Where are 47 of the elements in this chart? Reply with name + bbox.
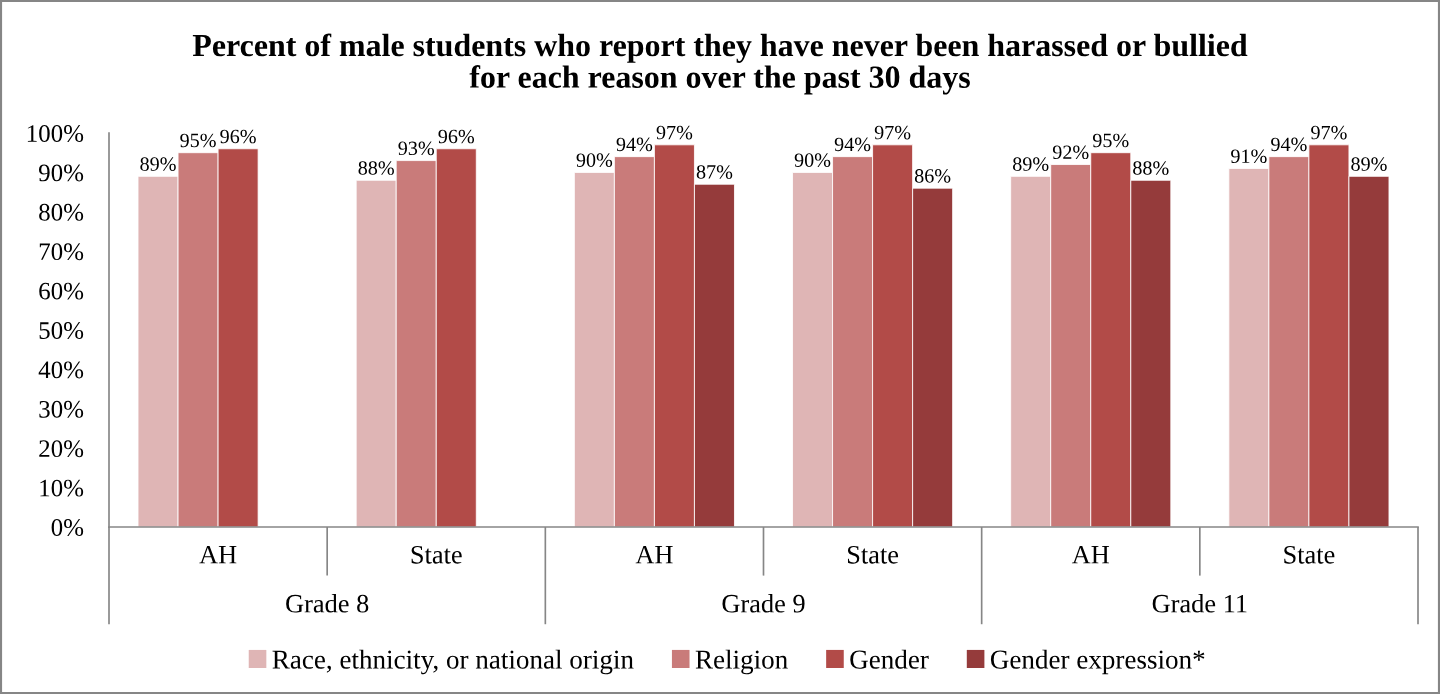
x-tick-label: State [1284,545,1335,564]
data-label: 96% [438,129,475,144]
data-label: 95% [180,133,216,148]
legend-label: Gender [850,649,929,669]
text: Grade 9 [722,594,805,613]
y-tick-label: 70% [39,243,84,261]
x-tick-label: AH [199,545,237,564]
y-tick-label: 0% [51,519,84,536]
data-label: 87% [696,165,733,179]
data-label: 89% [1013,157,1049,171]
data-label: 89% [140,157,176,171]
chart-title: Percent of male students who report they have never been harassed or bullied for each reason over the past 30 days [192,33,1248,95]
data-label: 93% [398,141,434,156]
y-tick-label: 90% [38,164,84,182]
text: Grade 11 [1152,594,1247,613]
y-tick-label: 80% [39,203,84,221]
data-label: 90% [576,153,613,167]
data-label: 90% [794,153,831,167]
data-label: 92% [1052,145,1089,160]
x-tick-label: State [847,545,899,564]
y-tick-label: 40% [38,361,84,379]
y-tick-label: 100% [27,125,84,142]
y-tick-label: 30% [39,400,84,418]
legend-label: Religion [695,649,788,675]
data-label: 94% [834,137,871,152]
text: Grade 8 [286,594,369,613]
data-label: 94% [1271,137,1307,152]
y-tick-label: 60% [39,282,84,300]
x-tick-label: State [411,545,462,564]
y-tick-label: 10% [40,479,84,497]
x-tick-label: AH [635,545,673,564]
data-label: 88% [1133,161,1169,175]
data-label: 88% [358,161,394,175]
legend-label: Gender expression* [990,649,1205,675]
data-label: 89% [1351,157,1387,171]
data-label: 94% [616,137,653,152]
data-label: 97% [874,125,911,140]
y-tick-label: 50% [39,322,84,339]
data-label: 91% [1231,149,1267,164]
y-tick-label: 20% [39,440,84,458]
data-label: 96% [220,129,256,144]
data-label: 97% [656,125,693,140]
data-label: 95% [1092,133,1129,148]
data-label: 86% [914,169,951,183]
data-label: 97% [1311,125,1347,140]
x-tick-label: AH [1071,545,1110,564]
legend-label: Race, ethnicity, or national origin [272,649,634,675]
